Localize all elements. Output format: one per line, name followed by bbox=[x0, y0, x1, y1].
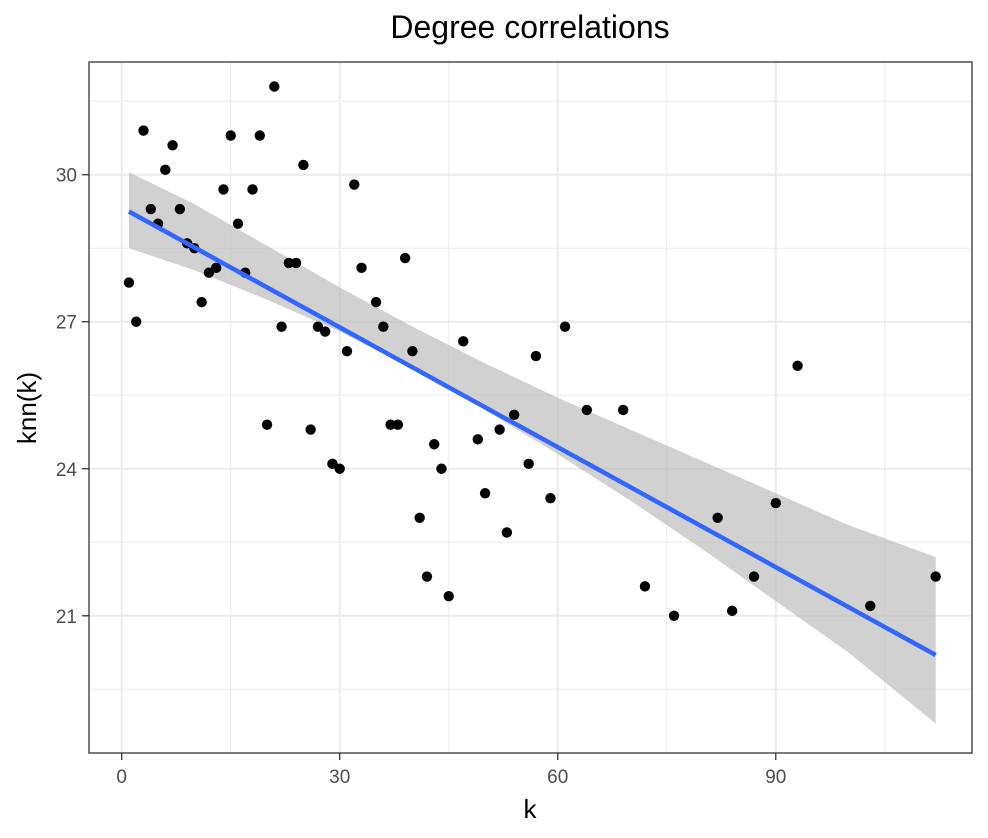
confidence-band bbox=[129, 172, 936, 724]
data-point bbox=[276, 321, 287, 332]
data-point bbox=[269, 81, 280, 92]
data-point bbox=[392, 419, 404, 430]
data-point bbox=[668, 610, 680, 621]
data-point bbox=[261, 419, 273, 430]
data-point bbox=[232, 218, 244, 229]
data-point bbox=[334, 463, 345, 474]
regression-line bbox=[127, 209, 937, 657]
data-point bbox=[472, 434, 484, 445]
data-point bbox=[617, 404, 629, 416]
data-point bbox=[138, 125, 149, 136]
data-point bbox=[523, 458, 534, 470]
data-point bbox=[748, 571, 760, 582]
data-point bbox=[160, 164, 171, 176]
data-point bbox=[501, 527, 513, 538]
data-point bbox=[508, 409, 520, 421]
confidence-band-layer bbox=[129, 172, 936, 724]
data-point bbox=[436, 463, 447, 474]
y-tick-label: 30 bbox=[56, 166, 77, 187]
y-axis-label: knn(k) bbox=[12, 372, 42, 444]
data-point bbox=[283, 257, 295, 269]
data-point bbox=[712, 512, 723, 523]
data-point bbox=[399, 252, 411, 264]
data-point bbox=[145, 203, 156, 215]
chart-title: Degree correlations bbox=[390, 9, 669, 45]
data-point bbox=[174, 203, 186, 215]
x-tick-label: 30 bbox=[329, 767, 350, 788]
data-point bbox=[327, 458, 338, 470]
data-points bbox=[123, 81, 941, 621]
panel-border bbox=[88, 61, 973, 754]
data-point bbox=[254, 130, 265, 141]
y-tick-label: 24 bbox=[56, 460, 78, 481]
data-point bbox=[479, 488, 491, 499]
data-point bbox=[349, 179, 360, 190]
data-point bbox=[385, 419, 396, 430]
data-point bbox=[218, 184, 229, 195]
data-point bbox=[770, 497, 781, 509]
data-point bbox=[225, 130, 236, 141]
y-tick-label: 21 bbox=[56, 607, 77, 628]
data-point bbox=[305, 424, 316, 435]
data-point bbox=[341, 345, 353, 357]
x-axis-label: k bbox=[524, 794, 538, 824]
data-point bbox=[312, 321, 324, 332]
data-point bbox=[210, 262, 222, 274]
data-point bbox=[414, 512, 425, 523]
data-point bbox=[290, 257, 302, 269]
data-point bbox=[407, 345, 418, 357]
data-point bbox=[167, 140, 178, 151]
data-point bbox=[123, 277, 135, 288]
x-tick-label: 90 bbox=[765, 767, 786, 788]
data-point bbox=[530, 350, 542, 362]
data-point bbox=[494, 424, 505, 435]
data-point bbox=[319, 326, 331, 337]
fit-line-layer bbox=[127, 209, 937, 657]
x-tick-label: 0 bbox=[116, 767, 127, 788]
axis-ticks: 0 30 60 90 21 24 27 30 bbox=[56, 166, 786, 788]
data-point bbox=[356, 262, 367, 274]
data-point bbox=[581, 404, 593, 416]
data-point bbox=[443, 590, 454, 602]
data-point bbox=[429, 439, 440, 450]
data-point bbox=[865, 600, 876, 612]
data-point bbox=[203, 267, 215, 278]
data-point bbox=[726, 605, 738, 617]
data-point bbox=[421, 571, 433, 582]
data-point bbox=[370, 296, 382, 308]
data-point bbox=[196, 296, 207, 308]
data-point bbox=[792, 360, 803, 372]
data-point bbox=[559, 321, 571, 332]
data-point bbox=[247, 184, 258, 195]
data-point bbox=[930, 571, 941, 582]
data-point bbox=[298, 159, 309, 171]
x-tick-label: 60 bbox=[547, 767, 568, 788]
data-point bbox=[545, 492, 556, 504]
data-point bbox=[131, 316, 142, 327]
data-point bbox=[378, 321, 389, 332]
data-point bbox=[458, 336, 469, 347]
data-point bbox=[639, 581, 651, 592]
y-tick-label: 27 bbox=[56, 313, 77, 334]
